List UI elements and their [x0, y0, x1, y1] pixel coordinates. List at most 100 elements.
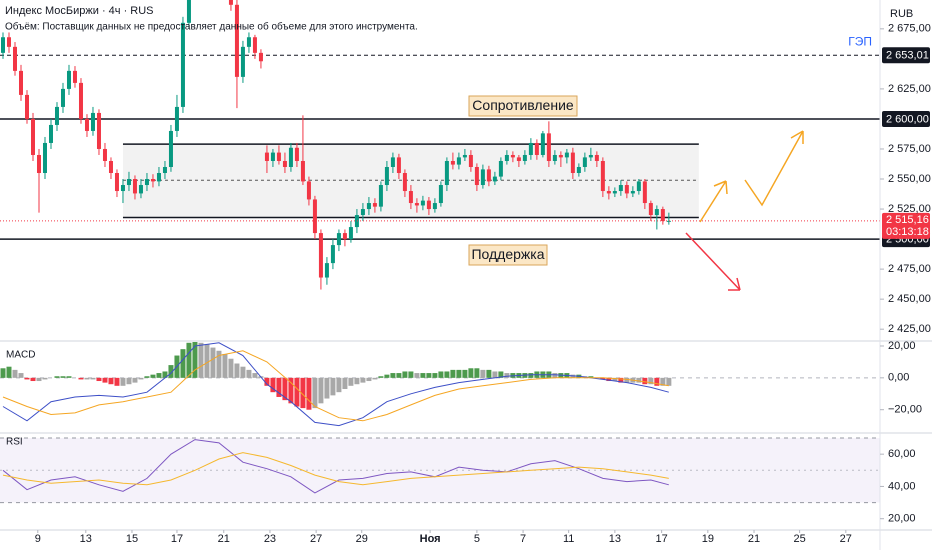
histogram-bar	[300, 377, 306, 409]
histogram-bar	[372, 377, 378, 380]
histogram-bar	[204, 344, 210, 378]
candle-body	[258, 52, 263, 62]
candle-body	[384, 166, 389, 186]
candle-body	[294, 147, 299, 161]
histogram-bar	[378, 376, 384, 378]
pane-label: MACD	[6, 350, 35, 361]
candle-body	[48, 124, 53, 143]
histogram-bar	[336, 377, 342, 393]
down-arrow	[685, 232, 741, 291]
pane-label: RSI	[6, 437, 23, 448]
histogram-bar	[0, 368, 6, 378]
candle-body	[78, 82, 83, 119]
histogram-bar	[330, 377, 336, 396]
histogram-bar	[408, 371, 414, 378]
x-tick-label: Ноя	[420, 533, 441, 545]
candle-body	[54, 106, 59, 125]
candle-body	[30, 118, 35, 155]
candle-body	[444, 160, 449, 186]
histogram-bar	[222, 353, 228, 378]
candle-body	[336, 233, 341, 246]
x-tick-label: 13	[609, 533, 621, 545]
histogram-bar	[138, 377, 144, 380]
histogram-bar	[240, 366, 246, 378]
candle-body	[510, 154, 515, 158]
x-tick-label: 27	[310, 533, 322, 545]
histogram-bar	[666, 377, 672, 386]
histogram-bar	[18, 373, 24, 378]
histogram-bar	[342, 377, 348, 389]
candle-body	[450, 160, 455, 165]
histogram-bar	[54, 376, 60, 378]
histogram-bar	[426, 373, 432, 378]
histogram-bar	[198, 342, 204, 378]
y-tick-label: 2 425,00	[888, 323, 931, 335]
candle-body	[486, 169, 491, 182]
candle-body	[114, 173, 119, 192]
candle-body	[630, 191, 635, 194]
histogram-bar	[66, 376, 72, 378]
candle-body	[426, 200, 431, 210]
y-tick-label: 20,00	[888, 513, 916, 525]
histogram-bar	[528, 373, 534, 378]
histogram-bar	[354, 377, 360, 385]
histogram-bar	[642, 377, 648, 385]
histogram-bar	[102, 377, 108, 383]
candle-body	[654, 209, 659, 216]
candle-body	[324, 263, 329, 278]
candle-body	[264, 152, 269, 161]
histogram-bar	[186, 342, 192, 378]
histogram-bar	[312, 377, 318, 409]
candle-body	[432, 203, 437, 210]
candle-body	[636, 181, 641, 192]
y-tick-label: 20,00	[888, 340, 916, 352]
candle-body	[318, 233, 323, 278]
histogram-bar	[636, 377, 642, 383]
candle-body	[138, 185, 143, 194]
y-tick-label: 2 625,00	[888, 83, 931, 95]
countdown: 03:13:18	[886, 226, 929, 238]
histogram-bar	[498, 371, 504, 378]
candle-body	[576, 166, 581, 174]
annotation: Поддержка	[471, 246, 544, 262]
indicator-line	[2, 452, 669, 486]
rsi-pane	[0, 437, 880, 504]
histogram-bar	[456, 369, 462, 378]
macd-pane	[0, 342, 880, 427]
histogram-bar	[414, 373, 420, 378]
annotation-box	[468, 95, 578, 117]
x-tick-label: 9	[35, 533, 41, 545]
histogram-bar	[96, 377, 102, 382]
candle-body	[84, 118, 89, 131]
x-tick-label: 15	[126, 533, 138, 545]
candle-body	[42, 142, 47, 174]
histogram-bar	[216, 350, 222, 378]
candle-body	[594, 154, 599, 161]
y-tick-label: 0,00	[888, 372, 909, 384]
x-tick-label: 7	[520, 533, 526, 545]
candle-body	[438, 185, 443, 204]
level-badge	[882, 110, 930, 127]
candle-body	[372, 203, 377, 207]
histogram-bar	[288, 377, 294, 404]
annotation-box	[468, 244, 548, 266]
histogram-bar	[120, 377, 126, 386]
annotation: Сопротивление	[472, 97, 574, 113]
candle-body	[618, 185, 623, 192]
histogram-bar	[396, 373, 402, 378]
candle-body	[162, 166, 167, 174]
x-tick-label: 23	[264, 533, 276, 545]
candle-body	[540, 133, 545, 155]
chart-subtitle: Объём: Поставщик данных не предоставляет…	[5, 21, 418, 33]
histogram-bar	[108, 377, 114, 385]
candle-body	[12, 46, 17, 71]
level-badge	[882, 47, 930, 64]
chart-title: Индекс МосБиржи · 4ч · RUS	[5, 5, 154, 17]
y-tick-label: 2 525,00	[888, 203, 931, 215]
histogram-bar	[36, 377, 42, 382]
candle-body	[120, 185, 125, 192]
histogram-bar	[42, 377, 48, 380]
candle-body	[90, 112, 95, 131]
